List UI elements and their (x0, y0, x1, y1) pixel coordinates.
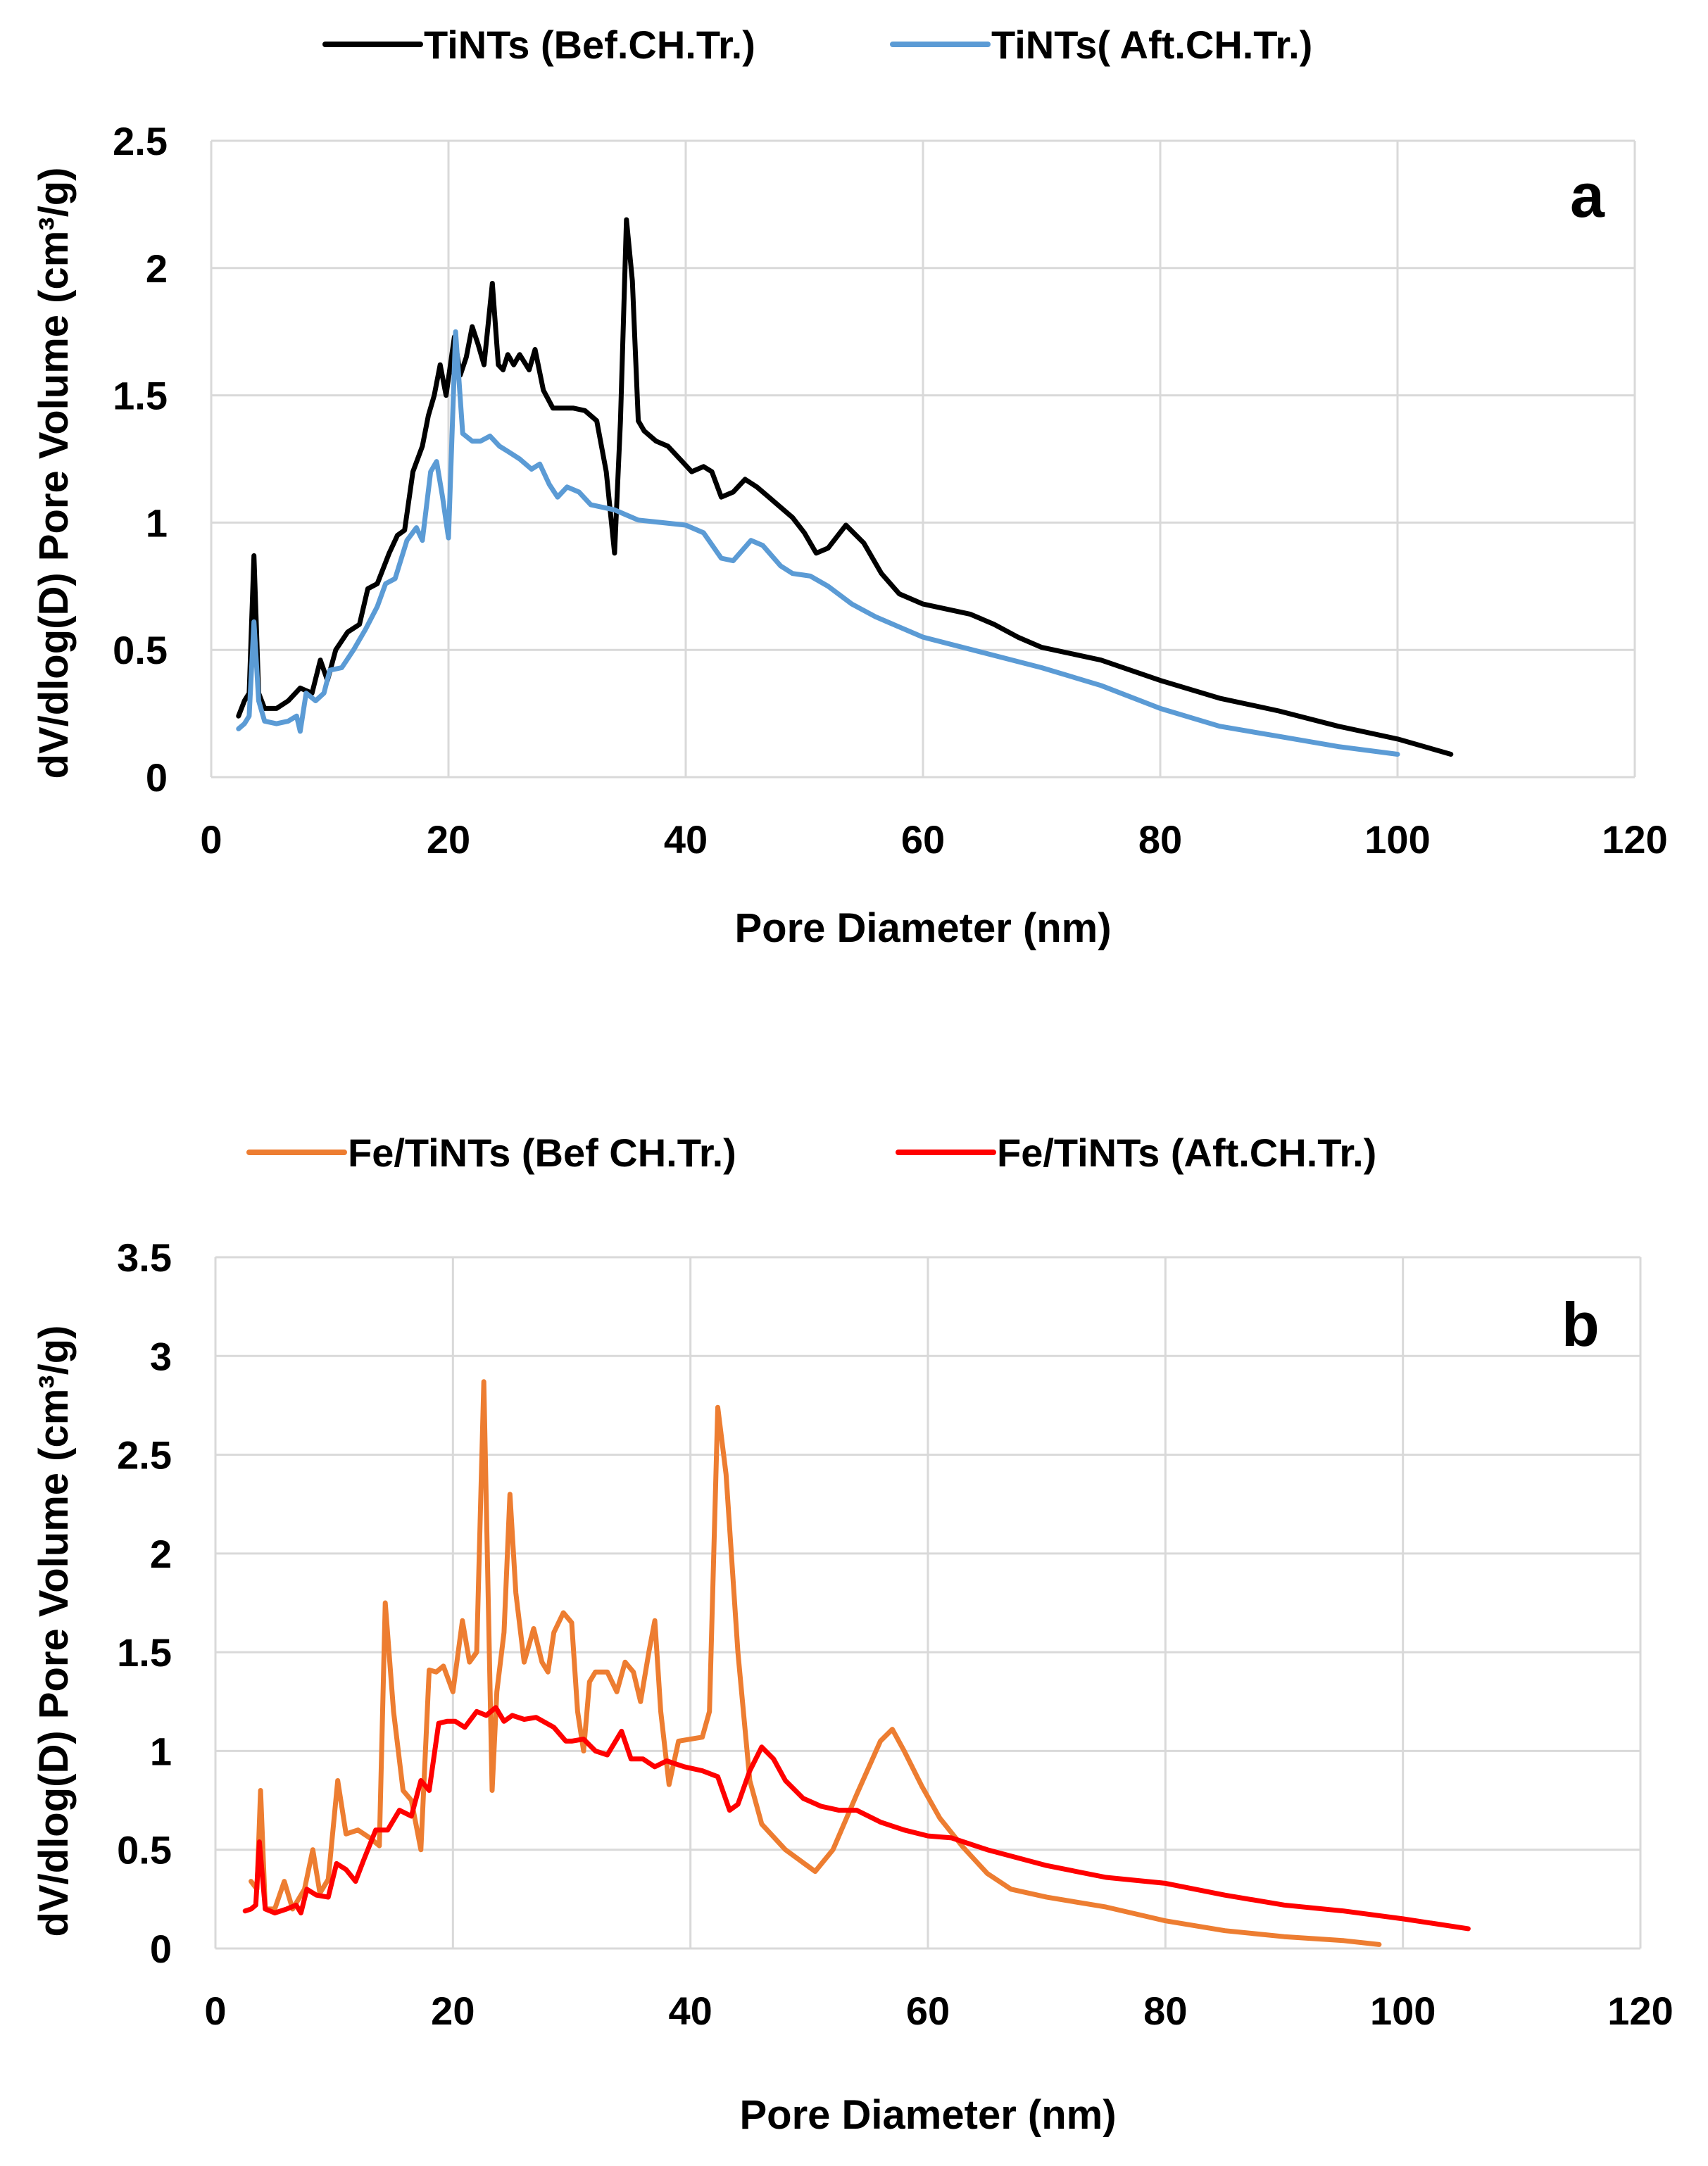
panel-a-legend-label-1: TiNTs( Aft.CH.Tr.) (991, 23, 1312, 67)
panel-b-x-ticks: 0 20 40 60 80 100 120 (204, 1989, 1673, 2033)
panel-b: Fe/TiNTs (Bef CH.Tr.) Fe/TiNTs (Aft.CH.T… (31, 1131, 1674, 2138)
panel-b-gridlines (214, 1256, 1642, 1950)
panel-a-y-tick-label: 1 (146, 500, 168, 545)
panel-a-series-0-line (236, 217, 1454, 757)
panel-a-legend-label-0: TiNTs (Bef.CH.Tr.) (424, 23, 755, 67)
panel-b-legend-label-0: Fe/TiNTs (Bef CH.Tr.) (348, 1131, 736, 1175)
panel-a-x-axis-title: Pore Diameter (nm) (734, 905, 1111, 951)
panel-a-x-tick-label: 60 (901, 817, 945, 862)
panel-b-legend: Fe/TiNTs (Bef CH.Tr.) Fe/TiNTs (Aft.CH.T… (246, 1131, 1376, 1175)
panel-b-y-tick-label: 1 (150, 1729, 172, 1773)
panel-a-y-tick-label: 0 (146, 755, 168, 800)
panel-a-plot-lines (236, 217, 1454, 757)
panel-a-x-tick-label: 20 (427, 817, 470, 862)
panel-b-y-tick-label: 3.5 (117, 1235, 172, 1280)
panel-b-y-ticks: 0 0.5 1 1.5 2 2.5 3 3.5 (117, 1235, 172, 1971)
panel-a-y-ticks: 0 0.5 1 1.5 2 2.5 (113, 119, 168, 800)
panel-a-series-1-line (236, 329, 1400, 757)
panel-b-y-tick-label: 3 (150, 1334, 172, 1378)
panel-a-x-tick-label: 120 (1602, 817, 1667, 862)
panel-b-x-tick-label: 100 (1370, 1989, 1436, 2033)
panel-b-x-tick-label: 120 (1607, 1989, 1673, 2033)
panel-b-y-tick-label: 0 (150, 1927, 172, 1971)
panel-b-x-tick-label: 60 (906, 1989, 950, 2033)
panel-b-series-0-line (249, 1379, 1382, 1947)
panel-b-letter: b (1562, 1290, 1600, 1359)
panel-b-x-tick-label: 40 (669, 1989, 712, 2033)
panel-a-y-tick-label: 2 (146, 246, 168, 291)
panel-b-x-tick-label: 20 (431, 1989, 475, 2033)
panel-b-x-tick-label: 80 (1143, 1989, 1187, 2033)
panel-a-x-ticks: 0 20 40 60 80 100 120 (200, 817, 1667, 862)
panel-b-x-axis-title: Pore Diameter (nm) (739, 2092, 1116, 2138)
panel-a-x-tick-label: 80 (1138, 817, 1182, 862)
panel-a: TiNTs (Bef.CH.Tr.) TiNTs( Aft.CH.Tr.) 00… (31, 23, 1668, 951)
panel-a-gridlines (210, 139, 1636, 779)
panel-a-y-tick-label: 1.5 (113, 374, 168, 418)
panel-a-legend: TiNTs (Bef.CH.Tr.) TiNTs( Aft.CH.Tr.) (322, 23, 1312, 67)
panel-b-y-tick-label: 2.5 (117, 1433, 172, 1478)
panel-b-plot-lines (242, 1379, 1471, 1947)
panel-a-y-tick-label: 2.5 (113, 119, 168, 163)
panel-b-legend-label-1: Fe/TiNTs (Aft.CH.Tr.) (997, 1131, 1376, 1175)
panel-a-x-tick-label: 0 (200, 817, 222, 862)
panel-b-y-tick-label: 1.5 (117, 1630, 172, 1675)
panel-b-x-tick-label: 0 (204, 1989, 226, 2033)
panel-b-y-tick-label: 0.5 (117, 1828, 172, 1872)
panel-b-y-axis-title: dV/dlog(D) Pore Volume (cm³/g) (31, 1326, 77, 1937)
panel-a-x-tick-label: 100 (1364, 817, 1430, 862)
panel-a-letter: a (1570, 160, 1605, 230)
panel-b-series-1-line (242, 1705, 1471, 1932)
panel-a-y-axis-title: dV/dlog(D) Pore Volume (cm³/g) (31, 168, 77, 779)
panel-b-y-tick-label: 2 (150, 1532, 172, 1576)
panel-a-y-tick-label: 0.5 (113, 628, 168, 672)
panel-a-x-tick-label: 40 (664, 817, 708, 862)
